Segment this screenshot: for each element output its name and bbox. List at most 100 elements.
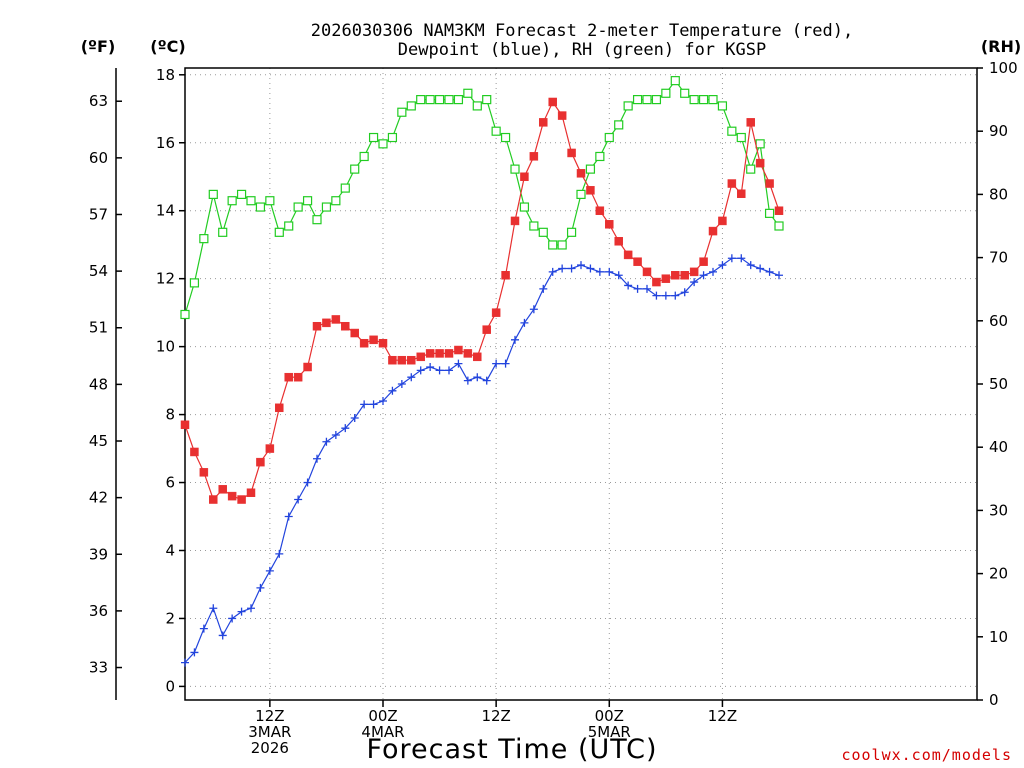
rh-point — [359, 151, 369, 162]
rh-tick-label: 90 — [989, 122, 1008, 140]
rh-point — [199, 234, 209, 244]
dewpoint-point — [633, 284, 642, 293]
dewpoint-point — [680, 288, 689, 297]
temperature-point — [284, 372, 293, 382]
dewpoint-point — [237, 607, 246, 616]
rh-point — [510, 164, 520, 174]
temperature-point — [605, 220, 614, 229]
dewpoint-point — [605, 267, 614, 276]
rh-point — [755, 139, 765, 149]
rh-point — [189, 278, 200, 288]
rh-point — [491, 126, 501, 136]
rh-tick-label: 50 — [989, 375, 1008, 393]
x-axis-title: Forecast Time (UTC) — [366, 734, 657, 765]
temperature-point — [425, 349, 435, 358]
dewpoint-point — [331, 430, 340, 439]
temperature-point — [539, 118, 548, 127]
dewpoint-point — [567, 264, 576, 273]
dewpoint-point — [709, 267, 717, 276]
celsius-tick-label: 6 — [165, 474, 175, 492]
fahrenheit-tick-label: 48 — [89, 375, 108, 393]
rh-point — [340, 183, 350, 193]
celsius-tick-label: 14 — [156, 202, 175, 220]
x-tick-label: 3MAR — [248, 723, 291, 741]
rh-point — [406, 101, 416, 111]
temperature-series — [180, 97, 784, 504]
dewpoint-point — [416, 366, 425, 375]
temperature-point — [557, 111, 567, 120]
dewpoint-point — [218, 631, 227, 640]
rh-point — [632, 94, 643, 105]
dewpoint-point — [727, 254, 736, 263]
rh-point — [350, 164, 360, 174]
rh-point — [736, 132, 746, 143]
rh-point — [180, 309, 190, 320]
temperature-point — [265, 444, 275, 453]
rh-point — [680, 88, 690, 98]
rh-point — [698, 94, 709, 105]
dewpoint-point — [699, 271, 708, 280]
temperature-point — [642, 267, 652, 277]
temperature-point — [680, 271, 689, 280]
dewpoint-point — [388, 386, 397, 395]
fahrenheit-tick-label: 39 — [89, 545, 108, 563]
temperature-point — [454, 345, 463, 355]
temperature-point — [341, 321, 350, 331]
celsius-tick-label: 18 — [156, 66, 175, 84]
dewpoint-point — [661, 291, 670, 300]
chart-title-line-2: Dewpoint (blue), RH (green) for KGSP — [398, 40, 766, 60]
rh-point — [387, 132, 398, 143]
rh-point — [576, 189, 586, 199]
dewpoint-point — [199, 624, 208, 633]
temperature-line — [184, 100, 780, 501]
dewpoint-point — [586, 264, 595, 273]
dewpoint-point — [482, 376, 491, 385]
dewpoint-point — [624, 281, 633, 290]
source-credit: coolwx.com/models — [841, 746, 1012, 764]
fahrenheit-tick-label: 57 — [89, 205, 108, 223]
x-tick-label: 2026 — [251, 739, 289, 757]
dewpoint-point — [548, 267, 557, 276]
rh-point — [717, 101, 728, 111]
dewpoint-point — [614, 271, 623, 280]
dewpoint-point — [539, 284, 548, 293]
rh-point — [434, 94, 445, 105]
fahrenheit-tick-label: 42 — [89, 489, 108, 507]
rh-point — [444, 94, 454, 105]
fahrenheit-tick-label: 36 — [89, 602, 108, 620]
dewpoint-point — [520, 318, 529, 327]
rh-point — [472, 101, 482, 111]
temperature-point — [312, 321, 322, 331]
rh-series — [180, 76, 784, 320]
rh-point — [519, 202, 530, 212]
fahrenheit-tick-label: 54 — [89, 262, 108, 280]
rh-line — [184, 79, 780, 315]
rh-tick-label: 100 — [989, 59, 1018, 77]
celsius-tick-label: 12 — [156, 270, 175, 288]
rh-point — [566, 227, 577, 237]
celsius-tick-label: 8 — [165, 406, 175, 424]
rh-tick-label: 20 — [989, 565, 1008, 583]
rh-point — [312, 215, 322, 225]
celsius-tick-label: 0 — [165, 677, 175, 695]
dewpoint-point — [595, 267, 604, 276]
temperature-point — [246, 488, 256, 497]
rh-point — [585, 164, 596, 174]
rh-point — [604, 132, 614, 143]
rh-point — [416, 94, 426, 105]
celsius-tick-label: 10 — [156, 338, 175, 356]
fahrenheit-axis-label: (ºF) — [81, 37, 116, 56]
temperature-point — [180, 420, 190, 430]
rh-point — [623, 101, 633, 111]
rh-tick-label: 60 — [989, 312, 1008, 330]
temperature-point — [671, 271, 680, 280]
temperature-point — [303, 362, 312, 372]
rh-point — [529, 221, 539, 231]
temperature-point — [359, 338, 369, 348]
rh-point — [246, 196, 256, 206]
fahrenheit-tick-label: 51 — [89, 319, 108, 337]
dewpoint-point — [369, 400, 378, 409]
rh-point — [368, 132, 379, 143]
dewpoint-point — [407, 373, 416, 382]
rh-point — [425, 94, 435, 105]
